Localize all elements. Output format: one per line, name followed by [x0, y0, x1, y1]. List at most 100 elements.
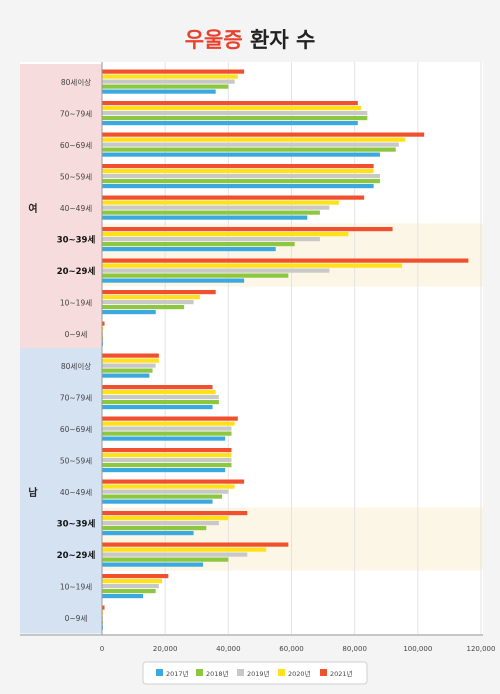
- bar-여-30~39세-2019년: [102, 237, 320, 242]
- bar-여-10~19세-2019년: [102, 300, 194, 305]
- bar-여-50~59세-2019년: [102, 174, 380, 179]
- bar-남-40~49세-2021년: [102, 479, 245, 484]
- bar-남-20~29세-2021년: [102, 542, 289, 547]
- bar-여-80세이상-2020년: [102, 74, 238, 79]
- category-label: 50~59세: [60, 172, 92, 181]
- bar-남-10~19세-2019년: [102, 584, 159, 589]
- bar-남-70~79세-2019년: [102, 395, 219, 400]
- bar-여-50~59세-2020년: [102, 169, 374, 174]
- x-tick-label: 20,000: [153, 645, 178, 653]
- bar-여-80세이상-2018년: [102, 84, 229, 89]
- bar-남-30~39세-2018년: [102, 526, 207, 531]
- bar-여-30~39세-2020년: [102, 232, 349, 237]
- bar-남-60~69세-2021년: [102, 416, 238, 421]
- bar-여-50~59세-2021년: [102, 164, 374, 169]
- bar-여-40~49세-2020년: [102, 200, 339, 205]
- x-tick-label: 120,000: [467, 645, 496, 653]
- bar-남-80세이상-2021년: [102, 353, 159, 358]
- group-label: 남: [28, 486, 38, 499]
- bar-여-0~9세-2021년: [102, 321, 105, 326]
- bar-남-80세이상-2017년: [102, 373, 150, 378]
- bar-남-50~59세-2020년: [102, 453, 232, 458]
- bar-남-50~59세-2017년: [102, 468, 226, 473]
- category-label: 10~19세: [60, 298, 92, 307]
- category-label: 20~29세: [57, 550, 96, 561]
- chart-title: 우울증 환자 수: [0, 24, 500, 54]
- x-tick-label: 40,000: [216, 645, 241, 653]
- category-label: 30~39세: [57, 518, 96, 529]
- bar-여-10~19세-2018년: [102, 305, 185, 310]
- bar-여-20~29세-2017년: [102, 278, 245, 283]
- category-label: 40~49세: [60, 488, 92, 497]
- legend-label: 2019년: [247, 669, 270, 678]
- bar-남-20~29세-2018년: [102, 557, 229, 562]
- bar-남-40~49세-2019년: [102, 489, 229, 494]
- bar-여-30~39세-2017년: [102, 247, 276, 252]
- bar-남-30~39세-2021년: [102, 511, 248, 516]
- category-label: 80세이상: [61, 77, 91, 87]
- bar-여-70~79세-2021년: [102, 101, 358, 106]
- category-label: 70~79세: [60, 393, 92, 402]
- bar-여-80세이상-2019년: [102, 79, 235, 84]
- bar-남-70~79세-2020년: [102, 390, 216, 395]
- legend-label: 2018년: [206, 669, 229, 678]
- bar-남-20~29세-2019년: [102, 552, 248, 557]
- chart-title-rest: 환자 수: [242, 28, 316, 52]
- bar-남-0~9세-2021년: [102, 605, 105, 610]
- bar-여-80세이상-2021년: [102, 69, 245, 74]
- bar-여-20~29세-2020년: [102, 263, 403, 268]
- bar-여-40~49세-2021년: [102, 195, 365, 200]
- x-tick-label: 100,000: [403, 645, 432, 653]
- bar-여-0~9세-2020년: [102, 326, 104, 331]
- bar-남-50~59세-2018년: [102, 463, 232, 468]
- legend-swatch: [237, 669, 244, 676]
- bar-여-70~79세-2020년: [102, 106, 361, 111]
- bar-남-30~39세-2020년: [102, 516, 229, 521]
- legend-box: [142, 661, 368, 685]
- bar-여-70~79세-2018년: [102, 116, 368, 121]
- bar-여-60~69세-2020년: [102, 137, 406, 142]
- bar-남-40~49세-2018년: [102, 494, 223, 499]
- bar-남-50~59세-2021년: [102, 448, 232, 453]
- bar-남-60~69세-2019년: [102, 426, 232, 431]
- legend-label: 2017년: [166, 669, 189, 678]
- legend-swatch: [320, 669, 327, 676]
- category-label: 60~69세: [60, 141, 92, 150]
- category-label: 40~49세: [60, 204, 92, 213]
- bar-여-70~79세-2017년: [102, 121, 358, 126]
- bar-남-60~69세-2020년: [102, 421, 235, 426]
- group-band-female: [20, 64, 102, 350]
- bar-여-20~29세-2019년: [102, 268, 330, 273]
- bar-여-60~69세-2019년: [102, 142, 399, 147]
- bar-남-50~59세-2019년: [102, 458, 232, 463]
- bar-여-60~69세-2018년: [102, 147, 396, 152]
- bar-남-40~49세-2017년: [102, 499, 213, 504]
- bar-여-30~39세-2018년: [102, 242, 295, 247]
- bar-남-60~69세-2017년: [102, 436, 226, 441]
- bar-남-40~49세-2020년: [102, 484, 235, 489]
- bar-여-50~59세-2018년: [102, 179, 380, 184]
- bar-여-40~49세-2017년: [102, 215, 308, 220]
- bar-여-40~49세-2018년: [102, 210, 320, 215]
- group-band-male: [20, 348, 102, 634]
- bar-남-10~19세-2018년: [102, 589, 156, 594]
- category-label: 50~59세: [60, 456, 92, 465]
- legend-swatch: [196, 669, 203, 676]
- bar-남-30~39세-2017년: [102, 531, 194, 536]
- bar-여-20~29세-2021년: [102, 258, 469, 263]
- bar-남-70~79세-2017년: [102, 405, 213, 410]
- category-label: 0~9세: [65, 614, 88, 623]
- bar-여-30~39세-2021년: [102, 227, 393, 232]
- bar-여-70~79세-2019년: [102, 111, 368, 116]
- bar-여-60~69세-2017년: [102, 152, 380, 157]
- bar-남-80세이상-2020년: [102, 358, 159, 363]
- category-label: 70~79세: [60, 109, 92, 118]
- legend-label: 2020년: [288, 669, 311, 678]
- bar-남-10~19세-2017년: [102, 594, 144, 599]
- bar-남-30~39세-2019년: [102, 521, 219, 526]
- category-label: 10~19세: [60, 582, 92, 591]
- chart-title-highlight: 우울증: [184, 28, 243, 52]
- bar-남-80세이상-2019년: [102, 363, 156, 368]
